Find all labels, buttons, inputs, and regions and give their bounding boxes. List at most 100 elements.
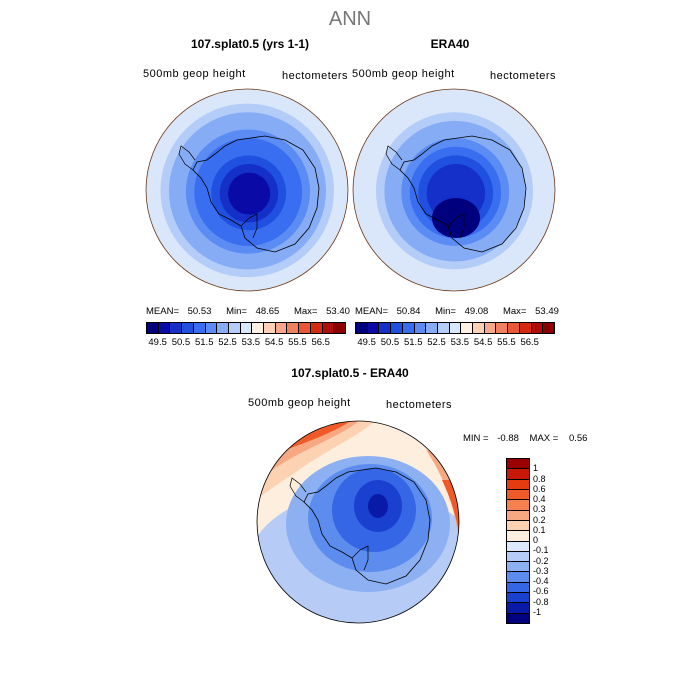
panel2-colorbar-cell	[356, 323, 368, 333]
panel2-mean-label: MEAN=	[355, 306, 388, 317]
panel1-colorbar-cell	[228, 323, 241, 333]
panel2-colorbar-cell	[367, 323, 380, 333]
panel2-tick: 54.5	[473, 337, 493, 348]
panel2-colorbar-cell	[461, 323, 474, 333]
panel2-peninsula	[385, 145, 403, 171]
panel1-colorbar-cell	[193, 323, 206, 333]
panel2-colorbar-cell	[449, 323, 462, 333]
panel2-colorbar-cell	[508, 323, 520, 333]
panel2-min-label: Min=	[435, 306, 456, 317]
panel3-ross-ice-shelf-coast	[351, 545, 369, 571]
panel1-colorbar-cell	[275, 323, 288, 333]
panel2-colorbar-ticks: 49.5 50.5 51.5 52.5 53.5 54.5 55.5 56.5	[355, 337, 553, 349]
panel3-colorbar-cell	[507, 531, 529, 542]
panel3-tick: 0.2	[533, 514, 546, 525]
panel3-colorbar-cell	[507, 489, 529, 501]
panel2-max-label: Max=	[502, 306, 527, 317]
panel3-colorbar-cell	[507, 572, 529, 583]
panel1-mean-label: MEAN=	[146, 306, 179, 317]
panel1-colorbar	[146, 322, 346, 334]
panel1-colorbar-cell	[334, 323, 345, 333]
panel1-mean-value: 50.53	[187, 306, 212, 317]
panel3-tick: -1	[533, 606, 542, 617]
panel2-colorbar-cell	[531, 323, 544, 333]
panel1-colorbar-cell	[170, 323, 183, 333]
panel2-tick: 51.5	[403, 337, 423, 348]
panel3-tick: 0	[533, 535, 539, 545]
panel2-colorbar-cell	[379, 323, 392, 333]
panel3-variable-label: 500mb geop height	[248, 397, 351, 409]
panel1-map-boundary	[145, 88, 349, 292]
panel2-colorbar-cell	[543, 323, 554, 333]
panel1-colorbar-cell	[182, 323, 194, 333]
panel2-colorbar-cell	[519, 323, 532, 333]
panel1-tick: 55.5	[288, 337, 307, 348]
panel1-colorbar-cell	[299, 323, 311, 333]
panel2-colorbar-cell	[437, 323, 450, 333]
panel2-tick: 52.5	[427, 337, 446, 348]
panel3-tick: 0.1	[533, 524, 546, 535]
panel3-title: 107.splat0.5 - ERA40	[291, 366, 409, 380]
panel1-tick: 54.5	[264, 337, 284, 348]
panel1-min-label: Min=	[226, 306, 247, 317]
panel3-tick: -0.3	[533, 565, 549, 576]
panel1-colorbar-cell	[322, 323, 335, 333]
panel3-map-boundary	[256, 420, 460, 624]
panel1-title: 107.splat0.5 (yrs 1-1)	[190, 37, 310, 51]
panel1-tick: 51.5	[194, 337, 214, 348]
panel1-colorbar-cell	[205, 323, 218, 333]
panel3-max-label: MAX =	[529, 433, 559, 444]
panel2-colorbar-cell	[426, 323, 438, 333]
panel3-tick: -0.1	[533, 545, 549, 556]
panel3-contour-fill	[368, 494, 388, 518]
panel2-tick: 53.5	[450, 337, 470, 348]
panel2-units-label: hectometers	[490, 70, 557, 82]
panel3-colorbar-cell	[507, 593, 529, 604]
panel2-ross-ice-shelf-coast	[447, 213, 465, 239]
panel2-max-value: 53.49	[535, 306, 559, 317]
panel2-tick: 49.5	[357, 337, 376, 348]
panel1-ross-ice-shelf-coast	[240, 213, 258, 239]
panel3-colorbar-cell	[507, 582, 529, 594]
panel2-map-boundary	[352, 88, 556, 292]
panel1-colorbar-cell	[240, 323, 253, 333]
panel2-colorbar-cell	[414, 323, 427, 333]
panel3-tick: -0.2	[533, 555, 549, 566]
panel1-colorbar-ticks: 49.5 50.5 51.5 52.5 53.5 54.5 55.5 56.5	[146, 337, 344, 349]
panel3-antarctica-coastline	[303, 467, 431, 585]
panel3-min-label: MIN =	[463, 433, 489, 444]
panel1-colorbar-cell	[147, 323, 159, 333]
panel3-peninsula	[289, 477, 307, 503]
panel3-colorbar-cell	[507, 510, 529, 521]
panel1-contour-band	[228, 172, 271, 215]
panel3-max-value: 0.56	[568, 433, 588, 444]
panel1-tick: 50.5	[171, 337, 191, 348]
panel1-tick: 56.5	[311, 337, 330, 348]
panel3-tick: 0.8	[533, 473, 546, 484]
panel2-tick: 50.5	[380, 337, 400, 348]
panel3-colorbar-cell	[507, 459, 529, 470]
panel2-polar-map	[352, 88, 556, 292]
panel3-tick: -0.6	[533, 586, 549, 597]
panel2-variable-label: 500mb geop height	[352, 68, 455, 80]
panel1-colorbar-cell	[217, 323, 229, 333]
panel2-stats: MEAN= 50.84 Min= 49.08 Max= 53.49	[355, 306, 559, 317]
panel3-tick: 0.6	[533, 483, 546, 494]
panel3-colorbar-cell	[507, 469, 529, 480]
panel3-colorbar-cell	[507, 551, 529, 563]
panel2-colorbar-cell	[484, 323, 497, 333]
panel1-tick: 49.5	[148, 337, 167, 348]
panel3-colorbar-cell	[507, 613, 529, 623]
panel2-antarctica-coastline	[399, 135, 527, 253]
panel3-colorbar-cell	[507, 541, 529, 552]
panel1-max-value: 53.40	[326, 306, 350, 317]
panel2-min-value: 49.08	[464, 306, 489, 317]
panel2-tick: 55.5	[497, 337, 516, 348]
panel3-colorbar-cell	[507, 479, 529, 490]
panel1-units-label: hectometers	[282, 70, 349, 82]
panel1-peninsula	[178, 145, 196, 171]
panel1-tick: 52.5	[218, 337, 237, 348]
panel3-colorbar-cell	[507, 603, 529, 614]
panel3-tick: 0.4	[533, 494, 546, 504]
panel3-units-label: hectometers	[386, 399, 453, 411]
